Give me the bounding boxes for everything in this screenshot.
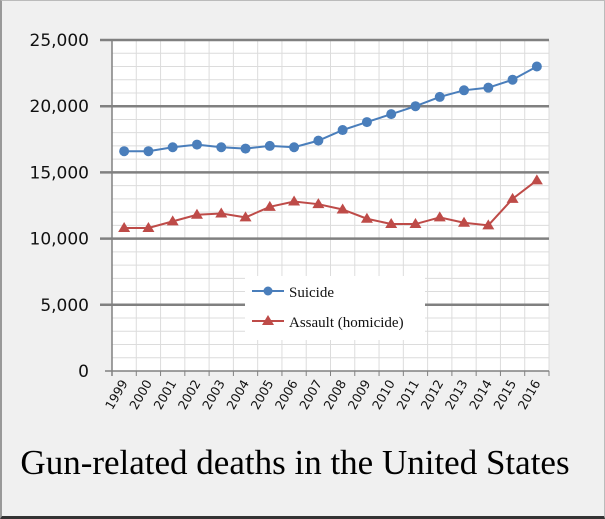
x-tick-label: 2005	[248, 377, 277, 412]
x-tick-label: 2011	[393, 377, 422, 412]
y-tick-label: 15,000	[30, 163, 89, 183]
data-point	[506, 192, 519, 203]
x-tick-label: 2008	[320, 377, 349, 412]
data-point	[313, 135, 324, 146]
y-tick-label: 5,000	[40, 296, 89, 316]
data-point	[239, 211, 252, 222]
legend: Suicide Assault (homicide)	[245, 276, 425, 340]
minor-gridlines	[112, 40, 550, 371]
x-tick-label: 2015	[490, 377, 519, 412]
y-axis-ticks: 0 5,000 10,000 15,000 20,000 25,000	[30, 31, 89, 382]
data-point	[458, 216, 471, 227]
data-point	[143, 146, 154, 157]
data-point	[410, 101, 421, 112]
data-point	[336, 203, 349, 214]
data-point	[530, 174, 543, 185]
x-tick-label: 2007	[296, 377, 325, 412]
data-point	[289, 142, 300, 153]
y-tick-label: 0	[78, 362, 89, 382]
data-point	[191, 139, 202, 150]
data-point	[166, 215, 179, 226]
x-tick-label: 2014	[466, 377, 495, 412]
legend-suicide-marker	[263, 286, 273, 296]
x-tick-label: 2013	[442, 377, 471, 412]
data-point	[459, 85, 470, 96]
data-point	[312, 198, 325, 209]
x-tick-label: 2016	[515, 377, 544, 412]
x-tick-label: 2006	[272, 377, 301, 412]
data-point	[167, 142, 178, 153]
data-point	[263, 200, 276, 211]
data-point	[240, 143, 251, 154]
data-point	[409, 218, 422, 229]
chart-title: Gun-related deaths in the United States	[20, 443, 569, 482]
x-tick-label: 1999	[102, 377, 131, 412]
data-point	[190, 208, 203, 219]
data-point	[433, 211, 446, 222]
data-point	[434, 91, 445, 102]
data-point	[507, 74, 518, 85]
data-point	[264, 140, 275, 151]
x-axis-ticks: 1999200020012002200320042005200620072008…	[102, 371, 550, 412]
data-point	[142, 222, 155, 233]
data-point	[118, 222, 131, 233]
data-point	[215, 207, 228, 218]
data-point	[288, 195, 301, 206]
x-tick-label: 2000	[126, 377, 155, 412]
series-suicide	[119, 61, 542, 157]
x-tick-label: 2001	[150, 377, 179, 412]
legend-assault-marker	[262, 315, 274, 325]
data-point	[531, 61, 542, 72]
series-group	[118, 61, 543, 233]
data-point	[483, 82, 494, 93]
x-tick-label: 2002	[175, 377, 204, 412]
data-point	[386, 109, 397, 120]
x-tick-label: 2010	[369, 377, 398, 412]
data-point	[216, 142, 227, 153]
legend-suicide-label: Suicide	[289, 285, 334, 301]
data-point	[360, 212, 373, 223]
data-point	[385, 218, 398, 229]
legend-assault-label: Assault (homicide)	[289, 315, 404, 331]
legend-box	[245, 276, 425, 340]
x-tick-label: 2009	[345, 377, 374, 412]
data-point	[482, 219, 495, 230]
y-tick-label: 10,000	[30, 230, 89, 250]
x-tick-label: 2003	[199, 377, 228, 412]
data-point	[119, 146, 130, 157]
x-tick-label: 2012	[417, 377, 446, 412]
data-point	[337, 125, 348, 136]
series-assault	[118, 174, 543, 233]
y-tick-label: 20,000	[30, 97, 89, 117]
x-tick-label: 2004	[223, 377, 252, 412]
y-tick-label: 25,000	[30, 31, 89, 51]
data-point	[361, 117, 372, 128]
